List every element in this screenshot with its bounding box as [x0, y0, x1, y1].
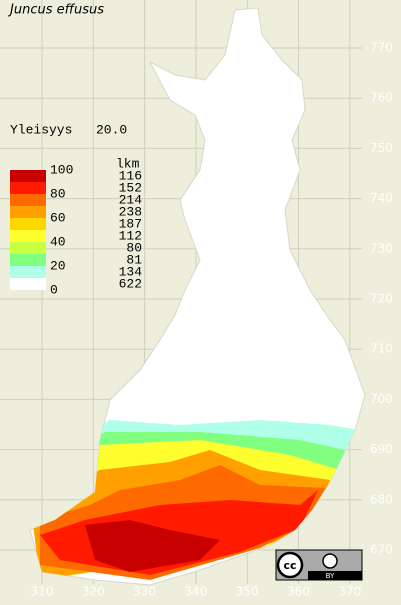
- cc-circle: [276, 551, 304, 579]
- scale-label: 100: [50, 162, 73, 177]
- legend-swatch: [10, 278, 46, 290]
- cc-text: cc: [283, 559, 296, 572]
- count-label: 116: [119, 168, 142, 183]
- y-coordinate-label: 720: [370, 292, 393, 306]
- badge-strip: [308, 571, 362, 580]
- index-value: 20.0: [96, 122, 127, 137]
- count-label: 622: [119, 276, 142, 291]
- y-coordinate-label: 750: [370, 141, 393, 155]
- y-coordinate-label: 700: [370, 392, 393, 406]
- by-text: BY: [326, 572, 335, 580]
- scale-label: 60: [50, 210, 66, 225]
- scale-label: 40: [50, 234, 66, 249]
- y-coordinate-label: 770: [370, 41, 393, 55]
- index-label: Yleisyys: [10, 122, 72, 137]
- legend-swatch: [10, 242, 46, 254]
- count-label: 80: [126, 240, 142, 255]
- y-coordinate-label: 760: [370, 91, 393, 105]
- x-coordinate-label: 320: [82, 585, 105, 599]
- count-header: lkm: [116, 156, 140, 171]
- x-coordinate-label: 350: [236, 585, 259, 599]
- zone-dark-red: [85, 520, 220, 572]
- legend-swatch: [10, 254, 46, 266]
- legend-swatch: [10, 194, 46, 206]
- license-badge: cc BY: [275, 549, 363, 581]
- scale-label: 80: [50, 186, 66, 201]
- legend-swatch: [10, 182, 46, 194]
- legend-swatch: [10, 206, 46, 218]
- x-coordinate-label: 330: [133, 585, 156, 599]
- y-coordinate-label: 740: [370, 191, 393, 205]
- scale-label: 0: [50, 282, 58, 297]
- count-label: 238: [119, 204, 142, 219]
- x-coordinate-label: 340: [184, 585, 207, 599]
- legend-swatch: [10, 266, 46, 278]
- y-coordinate-label: 730: [370, 241, 393, 255]
- count-label: 214: [119, 192, 143, 207]
- count-label: 81: [126, 252, 142, 267]
- map-title: Juncus effusus: [7, 3, 104, 18]
- y-coordinate-label: 670: [370, 543, 393, 557]
- occurrence-area: [30, 420, 360, 580]
- count-label: 134: [119, 264, 143, 279]
- x-coordinate-label: 310: [31, 585, 54, 599]
- count-label: 152: [119, 180, 142, 195]
- scale-label: 20: [50, 258, 66, 273]
- y-coordinate-label: 690: [370, 442, 393, 456]
- legend-swatch: [10, 170, 46, 182]
- y-coordinate-label: 680: [370, 492, 393, 506]
- count-label: 187: [119, 216, 142, 231]
- by-icon: [322, 553, 338, 569]
- legend-swatch: [10, 230, 46, 242]
- legend-swatch: [10, 218, 46, 230]
- count-label: 112: [119, 228, 142, 243]
- y-coordinate-label: 710: [370, 342, 393, 356]
- x-coordinate-label: 360: [287, 585, 310, 599]
- x-coordinate-label: 370: [338, 585, 361, 599]
